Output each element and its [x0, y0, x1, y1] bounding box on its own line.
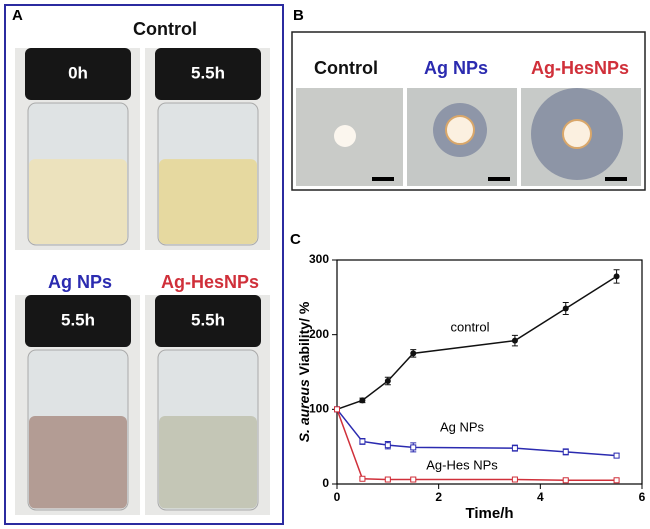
marker — [384, 377, 391, 384]
vial-time: 0h — [68, 63, 88, 82]
vial: 5.5h — [145, 48, 270, 250]
y-tick-label: 100 — [309, 402, 329, 416]
x-axis-title: Time/h — [465, 505, 513, 522]
vial-time: 5.5h — [191, 310, 225, 329]
plate-title: Ag NPs — [424, 58, 488, 78]
x-tick-label: 6 — [639, 490, 646, 504]
group-title: Ag NPs — [48, 272, 112, 292]
marker — [410, 444, 417, 451]
vial: 5.5h — [15, 295, 140, 515]
marker — [562, 305, 569, 312]
y-axis-title-rest: Viability/ % — [296, 301, 312, 379]
marker — [410, 350, 417, 357]
plate — [296, 88, 403, 186]
marker — [334, 406, 340, 413]
panel-label: B — [293, 7, 304, 24]
marker — [359, 438, 366, 445]
plate-title: Ag-HesNPs — [531, 58, 629, 78]
marker — [359, 397, 366, 404]
marker — [384, 476, 391, 483]
y-axis-title: S. aureus Viability/ % — [296, 301, 312, 442]
y-tick-label: 0 — [322, 476, 329, 490]
vial: 0h — [15, 48, 140, 250]
marker — [613, 452, 620, 459]
marker — [511, 445, 518, 452]
y-axis-title-italic: S. aureus — [296, 379, 312, 442]
vial-liquid — [159, 159, 257, 244]
series-label: Ag NPs — [440, 419, 485, 434]
marker — [613, 477, 620, 484]
y-tick-label: 200 — [309, 327, 329, 341]
series-line — [336, 275, 617, 411]
group-title: Ag-HesNPs — [161, 272, 259, 292]
vial-liquid — [159, 416, 257, 509]
marker — [511, 476, 518, 483]
chart: 0 100 200 300 0 2 4 6 Time/h S. aureus Viability/… — [296, 252, 646, 522]
marker — [511, 337, 518, 344]
vial-time: 5.5h — [61, 310, 95, 329]
marker — [613, 273, 620, 280]
plate — [407, 88, 517, 186]
series-label: control — [450, 319, 489, 334]
vial-time: 5.5h — [191, 63, 225, 82]
x-tick-label: 2 — [435, 490, 442, 504]
plate — [521, 88, 641, 186]
panel-a-frame — [4, 4, 284, 525]
x-tick-label: 0 — [334, 490, 341, 504]
vial-cap — [155, 295, 261, 347]
vial-cap — [25, 295, 131, 347]
x-tick-label: 4 — [537, 490, 544, 504]
marker — [359, 475, 366, 482]
panel-label: A — [12, 7, 23, 24]
marker — [384, 442, 391, 449]
vial-cap — [155, 48, 261, 100]
series-label: Ag-Hes NPs — [426, 457, 498, 472]
group-title: Control — [133, 19, 197, 39]
marker — [410, 476, 417, 483]
y-tick-label: 300 — [309, 252, 329, 266]
vial: 5.5h — [145, 295, 270, 515]
vial-liquid — [29, 159, 127, 244]
plate-title: Control — [314, 58, 378, 78]
marker — [562, 448, 569, 455]
vial-cap — [25, 48, 131, 100]
plot-frame — [336, 259, 643, 485]
vial-liquid — [29, 416, 127, 509]
panel-label: C — [290, 231, 301, 248]
marker — [562, 477, 569, 484]
